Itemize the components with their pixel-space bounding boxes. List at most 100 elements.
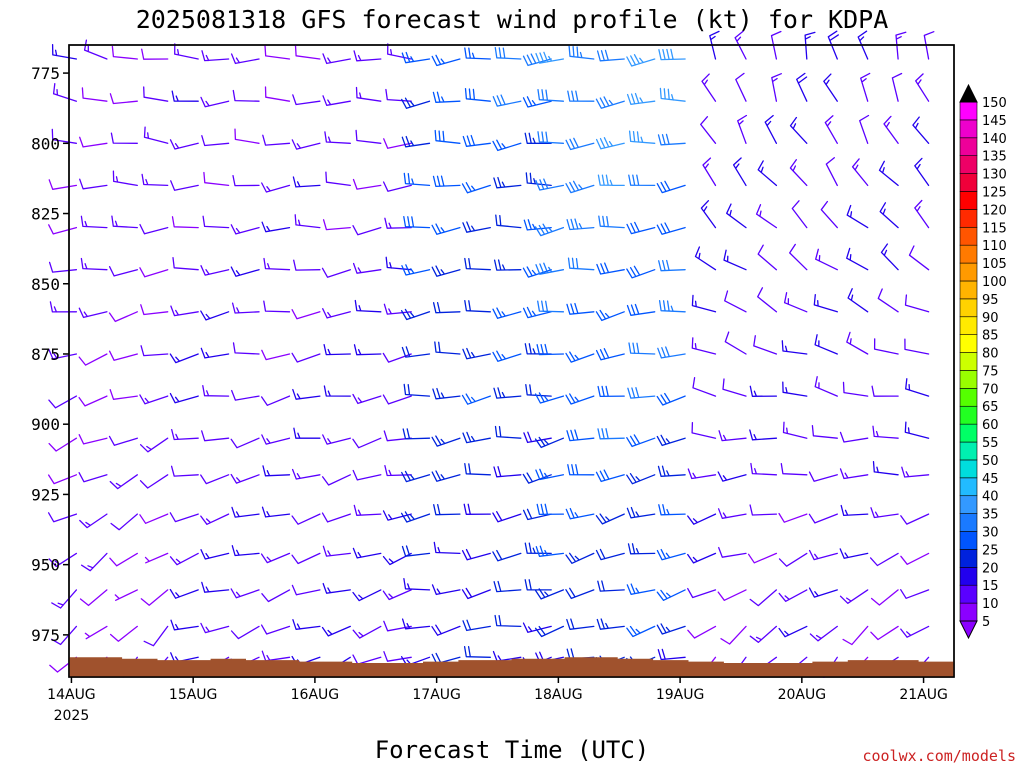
wind-barb (462, 221, 491, 233)
wind-barb (726, 203, 747, 229)
wind-barb (108, 435, 138, 446)
wind-barb (595, 548, 625, 561)
wind-barb (656, 180, 686, 194)
wind-barb (536, 343, 565, 356)
y-tick-label: 800 (31, 134, 60, 153)
wind-barb (880, 243, 899, 271)
wind-barb (900, 625, 930, 638)
wind-barb (851, 158, 869, 187)
wind-barb (537, 88, 565, 102)
colorbar-label: 120 (982, 203, 1007, 218)
wind-barb (537, 300, 565, 313)
wind-barb (230, 588, 260, 599)
wind-barb (492, 94, 522, 107)
wind-barb (595, 96, 625, 109)
wind-barb (171, 90, 199, 102)
wind-barb (567, 257, 595, 271)
wind-barb (322, 219, 351, 231)
wind-barb (566, 218, 595, 231)
wind-barb (789, 243, 808, 271)
wind-barb (141, 173, 169, 187)
wind-barb (170, 305, 199, 317)
wind-barb (914, 157, 930, 187)
wind-barb (912, 116, 930, 144)
wind-barb (354, 299, 382, 313)
wind-barb (522, 306, 552, 319)
wind-barb (877, 288, 899, 313)
wind-barb (596, 262, 625, 275)
colorbar-label: 30 (982, 526, 999, 541)
wind-barb (461, 548, 491, 561)
wind-barb (401, 51, 431, 64)
wind-barb (108, 311, 138, 323)
wind-barb (722, 378, 747, 397)
wind-barb (322, 53, 351, 65)
wind-barb (878, 160, 899, 187)
wind-barb (565, 137, 595, 151)
credit-text: coolwx.com/models (862, 747, 1016, 765)
colorbar-label: 105 (982, 257, 1007, 272)
wind-barb (871, 385, 899, 397)
wind-barb (169, 588, 199, 599)
wind-barb (522, 96, 552, 108)
colorbar: 5 10 15 20 25 30 35 40 45 50 55 60 65 70 75 80 85 90 95 100… (959, 83, 1007, 640)
colorbar-label: 50 (982, 454, 999, 469)
wind-barb (383, 620, 412, 632)
plot-frame-outline (68, 44, 955, 678)
plot-frame (68, 44, 955, 678)
wind-barb (200, 265, 230, 276)
wind-barb (847, 288, 869, 313)
colorbar-label: 95 (982, 293, 999, 308)
wind-barb (79, 178, 108, 190)
wind-barb (595, 309, 625, 322)
wind-barb (687, 552, 717, 564)
wind-barb (291, 552, 321, 565)
wind-barb (870, 625, 899, 641)
wind-barb (694, 246, 717, 271)
wind-barb (915, 73, 930, 102)
wind-barb (808, 549, 838, 561)
colorbar-label: 135 (982, 150, 1007, 165)
wind-barb (261, 182, 291, 193)
wind-barb (770, 30, 782, 60)
wind-barb (749, 625, 778, 643)
wind-barb (870, 507, 899, 519)
wind-barb (718, 430, 747, 442)
colorbar-label: 70 (982, 382, 999, 397)
wind-barb (169, 512, 199, 523)
wind-barb (140, 345, 169, 357)
wind-barb (401, 135, 431, 148)
colorbar-segment (959, 513, 978, 532)
wind-barb (322, 434, 351, 445)
colorbar-label: 80 (982, 347, 999, 362)
wind-barb (352, 262, 382, 274)
colorbar-segment (959, 137, 978, 156)
wind-barb (628, 174, 656, 187)
wind-barb (433, 503, 461, 516)
wind-barb (201, 430, 230, 442)
wind-barb (202, 215, 230, 229)
wind-barb (260, 624, 291, 635)
wind-barb (232, 342, 260, 355)
wind-barb (202, 385, 230, 397)
wind-barb (78, 307, 108, 319)
wind-barb (493, 176, 522, 189)
wind-barb (294, 44, 321, 60)
wind-barb (872, 425, 899, 439)
wind-barb (658, 504, 686, 516)
wind-barb (657, 465, 686, 477)
colorbar-label: 60 (982, 418, 999, 433)
wind-barb (294, 214, 321, 229)
wind-barb (48, 261, 78, 273)
wind-barb (824, 115, 838, 144)
wind-barb (757, 287, 778, 313)
wind-barb (839, 548, 869, 559)
y-tick-label: 850 (31, 275, 60, 294)
colorbar-label: 150 (982, 96, 1007, 111)
wind-barb (627, 543, 656, 555)
wind-barb (628, 130, 656, 144)
colorbar-label: 35 (982, 508, 999, 523)
wind-barb (200, 513, 230, 525)
wind-barb (230, 266, 260, 277)
colorbar-label: 25 (982, 543, 999, 558)
